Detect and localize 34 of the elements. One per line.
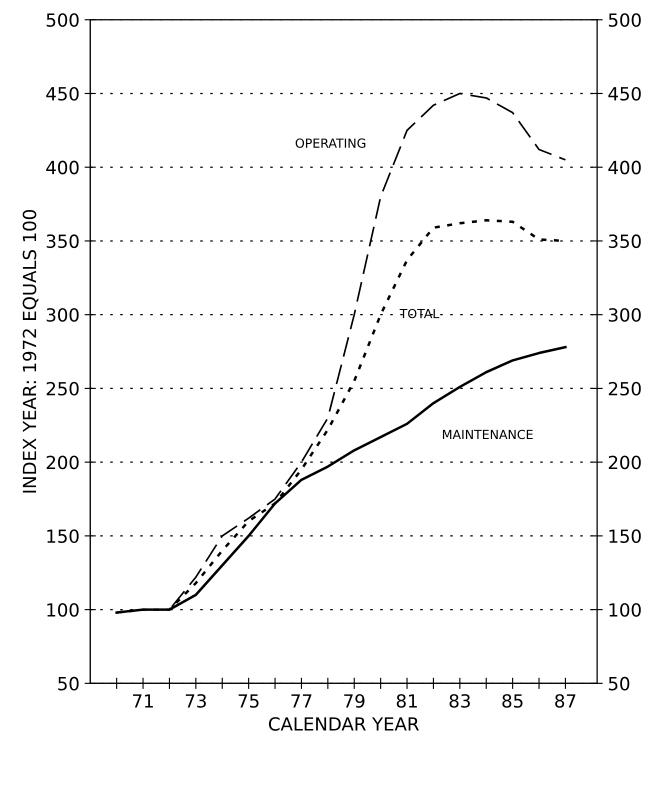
series-label: TOTAL <box>400 308 440 318</box>
y2-tick-label: 150 <box>610 529 641 543</box>
y-tick-label: 100 <box>47 603 79 617</box>
y2-tick-label: 450 <box>608 86 641 101</box>
x-tick-label: 75 <box>238 694 259 708</box>
y-tick-label: 300 <box>46 308 79 322</box>
y-tick-label: 450 <box>46 86 79 101</box>
y-tick-label: 250 <box>46 382 79 396</box>
y2-tick-label: 250 <box>608 382 641 396</box>
x-tick-label: 73 <box>186 694 206 708</box>
x-tick-label: 79 <box>344 694 364 708</box>
x-tick-label: 81 <box>396 694 417 708</box>
x-tick-label: 87 <box>555 694 576 708</box>
y-tick-label: 50 <box>58 676 79 690</box>
y2-tick-label: 300 <box>608 308 641 322</box>
x-axis-title: CALENDAR YEAR <box>268 717 419 731</box>
y-axis-title: INDEX YEAR: 1972 EQUALS 100 <box>22 210 38 492</box>
x-tick-label: 71 <box>133 694 153 708</box>
y-tick-label: 200 <box>46 456 79 470</box>
text: MAINTENANCE <box>442 430 533 440</box>
x-tick-label: 83 <box>450 694 470 708</box>
x-tick-label: 85 <box>502 694 523 708</box>
y2-tick-label: 100 <box>610 603 641 617</box>
y-tick-label: 500 <box>46 13 79 27</box>
y2-tick-label: 200 <box>608 456 641 470</box>
y-tick-label: 150 <box>47 529 79 543</box>
y-tick-label: 350 <box>46 234 79 248</box>
y2-tick-label: 350 <box>608 234 641 248</box>
x-tick-label: 77 <box>291 694 312 708</box>
y2-tick-label: 500 <box>608 13 641 27</box>
y2-tick-label: 50 <box>608 676 630 690</box>
y-tick-label: 400 <box>46 160 79 174</box>
text: OPERATING <box>296 138 366 148</box>
y2-tick-label: 400 <box>608 160 641 174</box>
